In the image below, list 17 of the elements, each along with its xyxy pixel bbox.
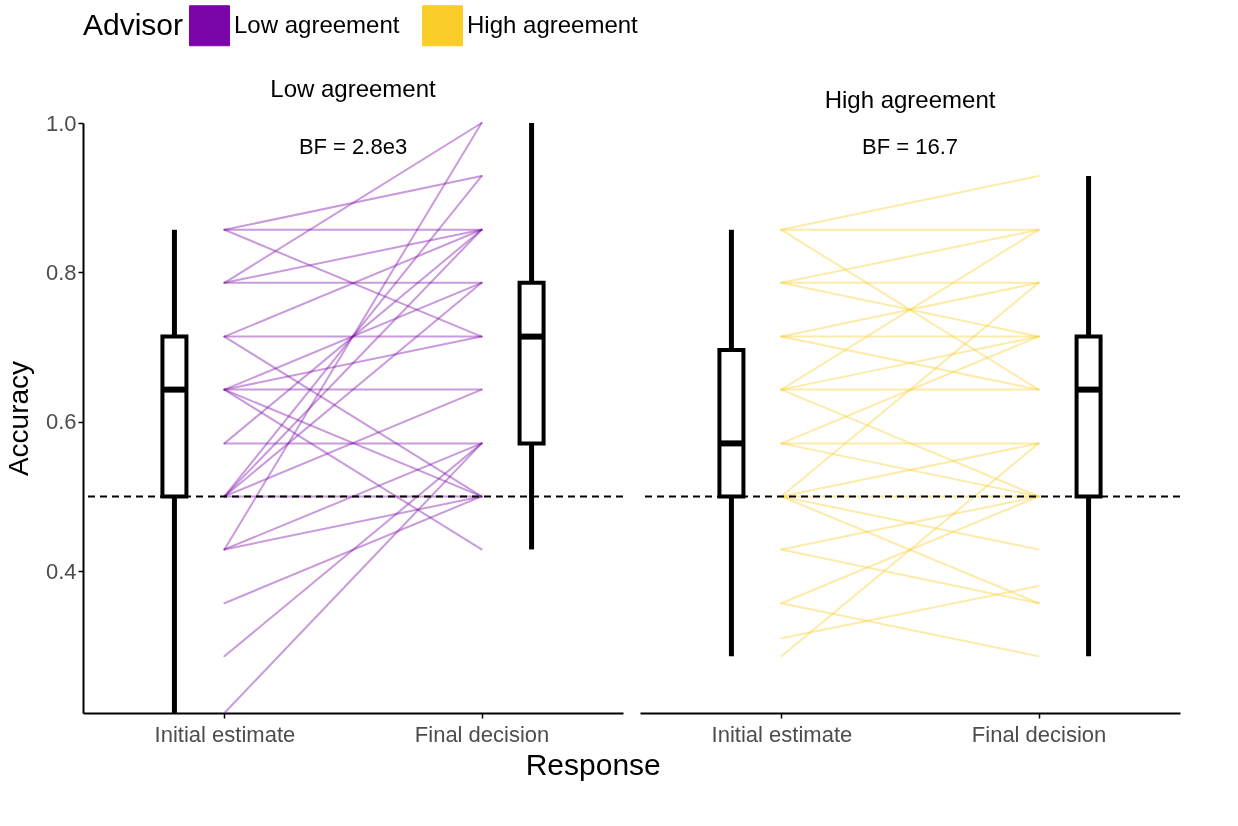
legend-title: Advisor — [83, 8, 184, 41]
x-tick-label: Initial estimate — [154, 721, 296, 747]
x-tick-label: Final decision — [414, 721, 550, 747]
legend-label: High agreement — [467, 10, 639, 38]
y-tick-label: 1.0 — [45, 110, 77, 136]
annotation: BF = 16.7 — [861, 133, 959, 159]
y-tick-label: 0.4 — [45, 558, 77, 584]
chart-title: High agreement — [824, 86, 996, 113]
annotation: BF = 2.8e3 — [298, 133, 408, 159]
chart-title: Low agreement — [270, 75, 437, 102]
x-tick-label: Initial estimate — [711, 721, 853, 747]
y-axis-title: Accuracy — [2, 360, 34, 477]
y-tick-label: 0.8 — [45, 259, 77, 285]
x-axis-title: Response — [525, 748, 661, 781]
y-tick-label: 0.6 — [45, 409, 77, 435]
legend-label: Low agreement — [234, 10, 400, 38]
x-tick-label: Final decision — [971, 721, 1107, 747]
